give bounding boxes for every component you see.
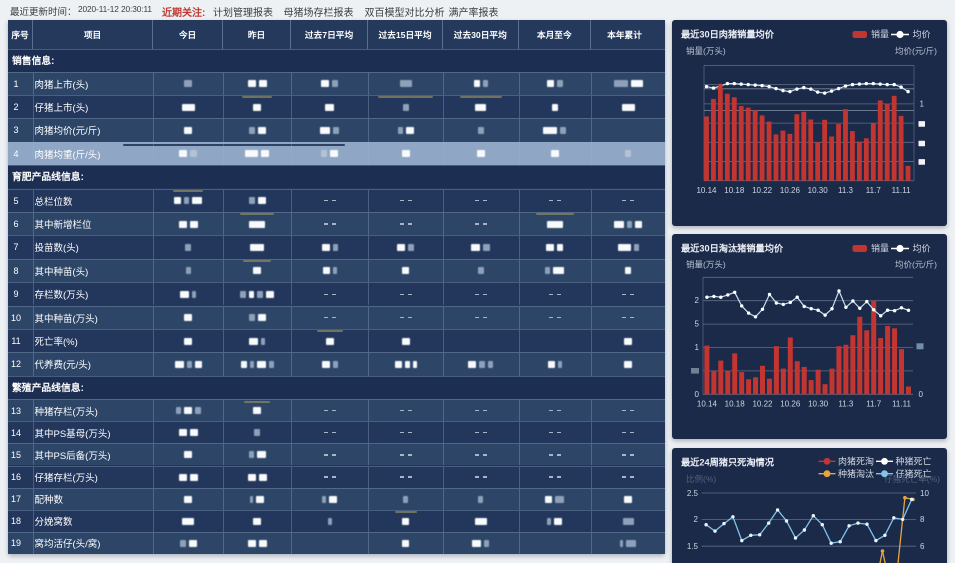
svg-text:1.5: 1.5 bbox=[687, 542, 699, 551]
svg-text:销量: 销量 bbox=[871, 243, 889, 254]
svg-text:10: 10 bbox=[920, 489, 929, 498]
svg-text:仔猪死亡: 仔猪死亡 bbox=[896, 468, 932, 479]
svg-text:10.30: 10.30 bbox=[808, 400, 829, 409]
svg-text:11.3: 11.3 bbox=[838, 186, 854, 195]
svg-text:最近30日淘汰猪销量均价: 最近30日淘汰猪销量均价 bbox=[681, 243, 784, 254]
svg-text:销量: 销量 bbox=[871, 29, 889, 40]
svg-text:11.7: 11.7 bbox=[866, 186, 882, 195]
svg-text:6: 6 bbox=[920, 542, 925, 551]
svg-text:最近30日肉猪销量均价: 最近30日肉猪销量均价 bbox=[681, 29, 775, 40]
svg-text:10.30: 10.30 bbox=[808, 186, 829, 195]
svg-text:5: 5 bbox=[695, 320, 700, 329]
svg-text:2: 2 bbox=[694, 515, 699, 524]
svg-text:最近24周猪只死淘情况: 最近24周猪只死淘情况 bbox=[681, 457, 775, 468]
svg-text:11.7: 11.7 bbox=[866, 400, 882, 409]
svg-text:均价: 均价 bbox=[913, 29, 931, 40]
svg-text:种猪淘汰: 种猪淘汰 bbox=[838, 468, 874, 479]
svg-text:10.14: 10.14 bbox=[696, 186, 717, 195]
svg-text:11.11: 11.11 bbox=[892, 186, 911, 195]
svg-text:10.18: 10.18 bbox=[725, 400, 746, 409]
svg-text:10.22: 10.22 bbox=[752, 186, 773, 195]
svg-text:种猪死亡: 种猪死亡 bbox=[896, 456, 932, 467]
svg-text:销量(万头): 销量(万头) bbox=[686, 46, 726, 56]
svg-text:均价: 均价 bbox=[913, 243, 931, 254]
svg-text:10.18: 10.18 bbox=[724, 186, 745, 195]
svg-text:11.3: 11.3 bbox=[838, 400, 854, 409]
svg-text:11.11: 11.11 bbox=[892, 400, 911, 409]
svg-text:1: 1 bbox=[695, 343, 700, 352]
svg-text:10.26: 10.26 bbox=[780, 186, 801, 195]
svg-text:10.26: 10.26 bbox=[780, 400, 801, 409]
svg-text:0: 0 bbox=[919, 390, 924, 399]
svg-text:2.5: 2.5 bbox=[687, 489, 699, 498]
svg-text:8: 8 bbox=[920, 515, 925, 524]
svg-text:10.22: 10.22 bbox=[752, 400, 773, 409]
svg-text:比例(%): 比例(%) bbox=[686, 474, 716, 484]
svg-text:均价(元/斤): 均价(元/斤) bbox=[895, 260, 937, 270]
svg-text:均价(元/斤): 均价(元/斤) bbox=[895, 46, 937, 56]
svg-text:仔猪死亡率(%): 仔猪死亡率(%) bbox=[884, 474, 940, 484]
svg-text:肉猪死淘: 肉猪死淘 bbox=[838, 456, 874, 467]
svg-text:2: 2 bbox=[695, 296, 700, 305]
svg-text:0: 0 bbox=[695, 390, 700, 399]
svg-text:销量(万头): 销量(万头) bbox=[686, 260, 726, 270]
svg-text:10.14: 10.14 bbox=[697, 400, 718, 409]
svg-text:1: 1 bbox=[920, 100, 925, 109]
